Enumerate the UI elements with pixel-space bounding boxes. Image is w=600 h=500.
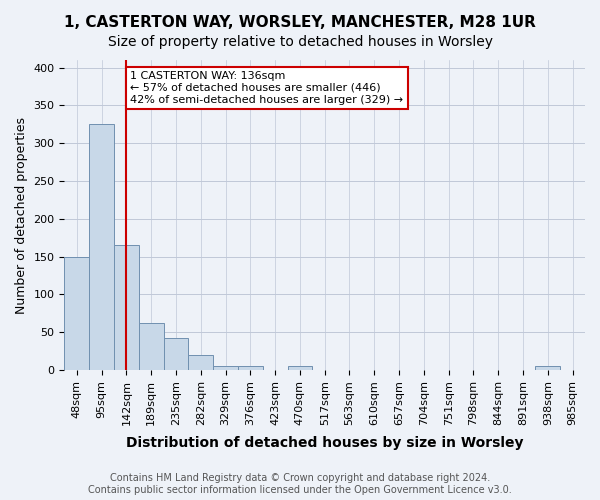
Bar (238, 366, 263, 370)
Bar (89, 124, 114, 370)
Bar (114, 246, 139, 370)
X-axis label: Distribution of detached houses by size in Worsley: Distribution of detached houses by size … (126, 436, 523, 450)
Bar (164, 338, 188, 370)
Y-axis label: Number of detached properties: Number of detached properties (15, 116, 28, 314)
Text: Contains HM Land Registry data © Crown copyright and database right 2024.
Contai: Contains HM Land Registry data © Crown c… (88, 474, 512, 495)
Bar (213, 366, 238, 370)
Bar (287, 366, 313, 370)
Bar (139, 323, 164, 370)
Text: Size of property relative to detached houses in Worsley: Size of property relative to detached ho… (107, 35, 493, 49)
Text: 1, CASTERTON WAY, WORSLEY, MANCHESTER, M28 1UR: 1, CASTERTON WAY, WORSLEY, MANCHESTER, M… (64, 15, 536, 30)
Bar (188, 355, 213, 370)
Text: 1 CASTERTON WAY: 136sqm
← 57% of detached houses are smaller (446)
42% of semi-d: 1 CASTERTON WAY: 136sqm ← 57% of detache… (130, 72, 403, 104)
Bar (535, 366, 560, 370)
Bar (64, 256, 89, 370)
